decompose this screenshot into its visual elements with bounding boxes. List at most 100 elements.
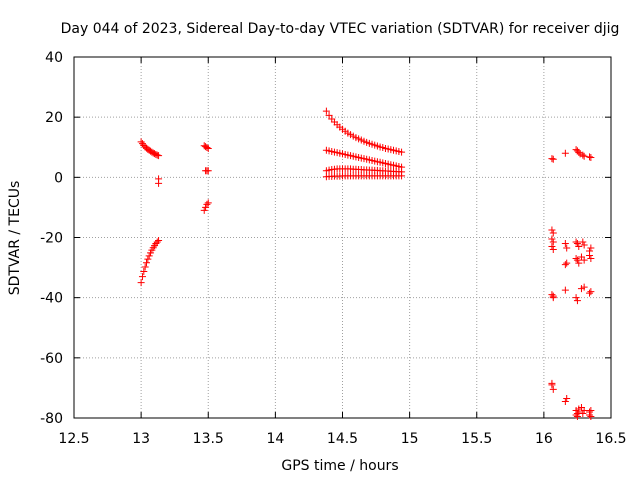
x-tick-label: 12.5 — [58, 431, 89, 447]
data-point — [548, 379, 556, 387]
data-point — [573, 256, 581, 264]
series-sat_a_short — [155, 175, 163, 187]
series-sat_d — [548, 155, 557, 393]
data-point — [549, 385, 557, 393]
data-point — [561, 261, 569, 269]
series-sat_c_base — [322, 172, 406, 181]
data-point — [204, 167, 212, 175]
x-tick-label: 14.5 — [327, 431, 358, 447]
data-point — [586, 411, 594, 419]
x-tick-label: 14 — [266, 431, 284, 447]
data-point — [549, 292, 557, 300]
data-point — [579, 409, 587, 417]
x-tick-label: 16.5 — [595, 431, 626, 447]
axis-ticks — [73, 56, 612, 419]
data-point — [587, 412, 595, 420]
data-point — [202, 203, 210, 211]
data-point — [573, 412, 581, 420]
x-tick-label: 15 — [401, 431, 419, 447]
data-point — [580, 241, 588, 249]
data-point — [549, 155, 557, 163]
series-sat_c_top — [322, 107, 406, 156]
data-point — [561, 240, 569, 248]
data-point — [138, 273, 146, 281]
data-point — [572, 238, 580, 246]
data-point — [561, 397, 569, 405]
data-point — [587, 255, 595, 263]
data-point — [575, 259, 583, 267]
data-point — [563, 259, 571, 267]
data-point — [575, 148, 583, 156]
data-point — [572, 294, 580, 302]
data-point — [203, 144, 211, 152]
data-point — [587, 288, 595, 296]
data-point — [575, 408, 583, 416]
data-point — [137, 279, 145, 287]
data-point — [140, 267, 148, 275]
data-point — [155, 152, 163, 160]
data-point — [203, 200, 211, 208]
chart-title: Day 044 of 2023, Sidereal Day-to-day VTE… — [61, 21, 620, 37]
x-tick-labels: 12.5 13 13.5 14 14.5 15 15.5 16 16.5 — [58, 431, 626, 447]
data-point — [561, 286, 569, 294]
data-point — [579, 238, 587, 246]
data-point — [580, 283, 588, 291]
data-point — [204, 199, 212, 207]
data-point — [563, 394, 571, 402]
data-point — [587, 406, 595, 414]
series-sat_b — [200, 142, 212, 214]
x-axis-label: GPS time / hours — [281, 458, 398, 474]
data-point — [579, 151, 587, 159]
series-sat_f — [572, 146, 595, 420]
data-point — [586, 252, 594, 260]
data-point — [549, 229, 557, 237]
data-point — [548, 235, 556, 243]
data-point — [141, 263, 149, 271]
data-point — [155, 179, 163, 187]
data-point — [586, 153, 594, 161]
y-tick-label: 0 — [54, 170, 63, 186]
data-point — [572, 255, 580, 263]
y-tick-label: -20 — [40, 231, 63, 247]
y-tick-label: -40 — [40, 291, 63, 307]
data-point — [548, 291, 556, 299]
y-axis-label: SDTVAR / TECUs — [7, 181, 23, 296]
x-tick-label: 13.5 — [193, 431, 224, 447]
data-point — [200, 206, 208, 214]
data-point — [587, 153, 595, 161]
data-point — [580, 152, 588, 160]
series-sat_e — [561, 149, 571, 405]
data-points — [137, 107, 595, 420]
data-point — [142, 259, 150, 267]
data-point — [137, 138, 145, 146]
data-point — [573, 297, 581, 305]
data-point — [563, 244, 571, 252]
data-point — [322, 107, 330, 115]
data-point — [580, 406, 588, 414]
data-point — [549, 246, 557, 254]
x-tick-label: 16 — [535, 431, 553, 447]
data-point — [398, 148, 406, 156]
data-point — [575, 243, 583, 251]
data-point — [153, 151, 161, 159]
y-tick-label: -80 — [40, 411, 63, 427]
y-tick-label: 20 — [45, 110, 63, 126]
data-point — [145, 252, 153, 260]
data-point — [548, 155, 556, 163]
data-point — [573, 240, 581, 248]
grid — [74, 57, 611, 418]
data-point — [587, 244, 595, 252]
series-sat_a_lower — [137, 237, 163, 287]
y-tick-label: -60 — [40, 351, 63, 367]
data-point — [586, 289, 594, 297]
data-point — [153, 238, 161, 246]
data-point — [548, 226, 556, 234]
x-tick-label: 15.5 — [461, 431, 492, 447]
data-point — [325, 111, 333, 119]
data-point — [580, 256, 588, 264]
data-point — [398, 172, 406, 180]
data-point — [548, 243, 556, 251]
data-point — [204, 144, 212, 152]
y-tick-labels: -80 -60 -40 -20 0 20 40 — [40, 50, 63, 427]
